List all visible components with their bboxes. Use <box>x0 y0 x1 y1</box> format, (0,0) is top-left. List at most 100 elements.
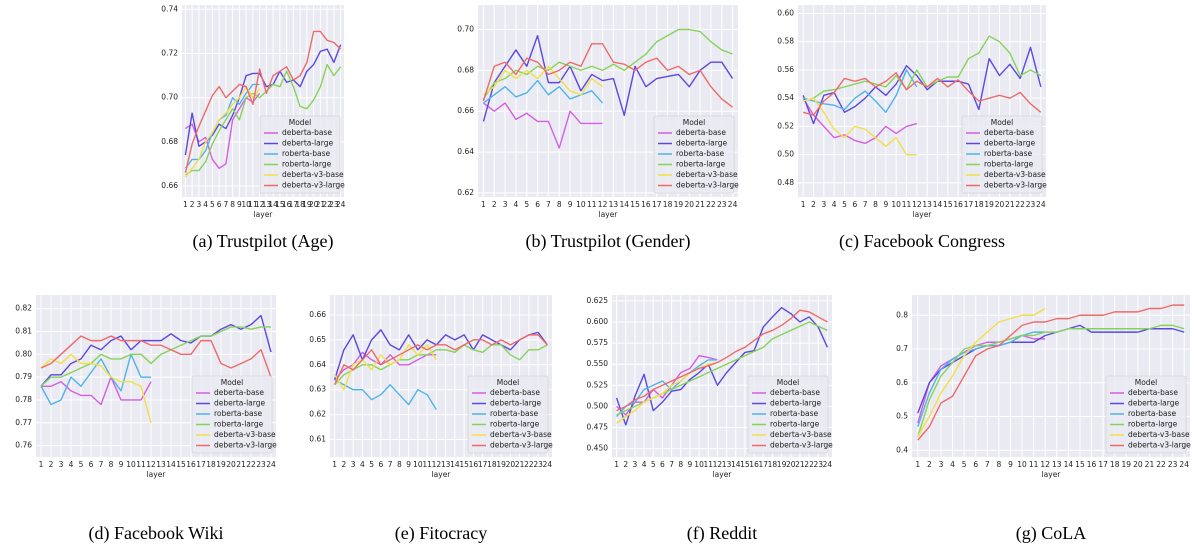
legend-label: deberta-base <box>490 388 540 397</box>
legend-label: deberta-v3-base <box>770 430 832 439</box>
legend-label: deberta-v3-base <box>490 430 552 439</box>
x-tick-label: 20 <box>995 200 1005 209</box>
y-tick-label: 0.6 <box>896 378 908 387</box>
caption: (b) Trustpilot (Gender) <box>526 231 691 252</box>
y-tick-label: 0.81 <box>15 327 32 336</box>
legend-label: deberta-base <box>1128 388 1178 397</box>
series-line <box>40 353 152 423</box>
x-tick-label: 4 <box>642 460 647 469</box>
chart: 0.620.640.660.680.701 2 3 4 5 6 7 8 9 10 11 12 13 14 1… <box>457 5 739 252</box>
x-tick-label: 4 <box>203 200 208 209</box>
x-tick-label: 22 <box>246 460 256 469</box>
x-tick-label: 10 <box>126 460 136 469</box>
legend-label: roberta-large <box>490 420 540 429</box>
y-tick-label: 0.74 <box>161 4 178 13</box>
y-tick-label: 0.65 <box>309 335 326 344</box>
x-tick-label: 10 <box>413 460 423 469</box>
caption: (g) CoLA <box>1016 523 1087 544</box>
x-tick-label: 5 <box>79 460 84 469</box>
x-tick-label: 23 <box>813 460 823 469</box>
chart: 0.610.620.630.640.650.661 2 3 4 5 6 7 8 9 10 11 12 1… <box>309 295 553 544</box>
legend-title: Model <box>221 378 244 387</box>
caption: (a) Trustpilot (Age) <box>193 231 334 252</box>
legend-box <box>747 375 829 454</box>
legend-label: deberta-v3-base <box>676 170 738 179</box>
x-tick-label: 7 <box>388 460 393 469</box>
x-tick-label: 10 <box>241 200 251 209</box>
x-axis-label: layer <box>599 210 619 219</box>
legend-title: Model <box>497 378 520 387</box>
y-tick-label: 0.600 <box>587 317 609 326</box>
series-line <box>184 83 260 169</box>
x-tick-label: 2 <box>49 460 54 469</box>
x-tick-label: 21 <box>515 460 525 469</box>
x-tick-label: 21 <box>695 200 705 209</box>
x-tick-label: 8 <box>996 460 1001 469</box>
legend-box <box>961 115 1043 194</box>
series-line <box>184 63 342 176</box>
x-tick-label: 5 <box>369 460 374 469</box>
x-tick-label: 9 <box>688 460 693 469</box>
x-tick-label: 12 <box>912 200 922 209</box>
x-tick-label: 1 <box>183 200 188 209</box>
legend-label: deberta-base <box>770 388 820 397</box>
x-tick-label: 20 <box>786 460 796 469</box>
series-line <box>40 353 151 406</box>
x-tick-label: 3 <box>351 460 356 469</box>
legend-label: deberta-large <box>214 399 265 408</box>
y-tick-label: 0.550 <box>587 359 609 368</box>
legend-label: deberta-large <box>770 399 821 408</box>
series-line <box>802 97 917 156</box>
x-tick-label: 18 <box>974 200 984 209</box>
series-line <box>333 334 548 386</box>
x-tick-label: 14 <box>268 200 278 209</box>
legend-title: Model <box>777 378 800 387</box>
x-tick-label: 23 <box>329 200 339 209</box>
legend-title: Model <box>683 118 706 127</box>
y-tick-label: 0.5 <box>896 412 908 421</box>
x-tick-label: 5 <box>651 460 656 469</box>
x-tick-label: 23 <box>717 200 727 209</box>
x-tick-label: 1 <box>801 200 806 209</box>
y-tick-label: 0.500 <box>587 401 609 410</box>
legend-label: roberta-base <box>1128 409 1176 418</box>
x-tick-label: 16 <box>749 460 759 469</box>
x-tick-label: 18 <box>768 460 778 469</box>
x-tick-label: 18 <box>295 200 305 209</box>
y-tick-label: 0.64 <box>309 360 326 369</box>
x-tick-label: 24 <box>728 200 738 209</box>
series-line <box>184 30 342 173</box>
x-tick-label: 6 <box>535 200 540 209</box>
x-tick-label: 4 <box>832 200 837 209</box>
x-tick-label: 6 <box>378 460 383 469</box>
legend-label: roberta-base <box>984 149 1032 158</box>
x-tick-label: 22 <box>804 460 814 469</box>
legend-label: deberta-v3-large <box>282 181 345 190</box>
x-tick-label: 4 <box>514 200 519 209</box>
x-axis-label: layer <box>432 470 452 479</box>
x-tick-label: 17 <box>652 200 662 209</box>
x-tick-label: 14 <box>933 200 943 209</box>
series-line <box>802 72 1042 116</box>
x-tick-label: 3 <box>196 200 201 209</box>
caption: (f) Reddit <box>687 523 757 544</box>
chart: 0.760.770.780.790.800.810.821 2 3 4 5 6 7 8 9 10 1… <box>15 295 277 544</box>
x-tick-label: 15 <box>176 460 186 469</box>
x-tick-label: 22 <box>706 200 716 209</box>
y-tick-label: 0.72 <box>161 49 178 58</box>
series-line <box>802 97 918 145</box>
x-tick-label: 18 <box>206 460 216 469</box>
x-tick-label: 21 <box>316 200 326 209</box>
x-tick-label: 9 <box>883 200 888 209</box>
y-tick-label: 0.77 <box>15 418 32 427</box>
x-tick-label: 12 <box>598 200 608 209</box>
x-tick-label: 21 <box>236 460 246 469</box>
legend-label: deberta-v3-base <box>282 170 344 179</box>
x-tick-label: 24 <box>823 460 833 469</box>
legend-label: roberta-base <box>676 149 724 158</box>
series-line <box>482 43 734 108</box>
